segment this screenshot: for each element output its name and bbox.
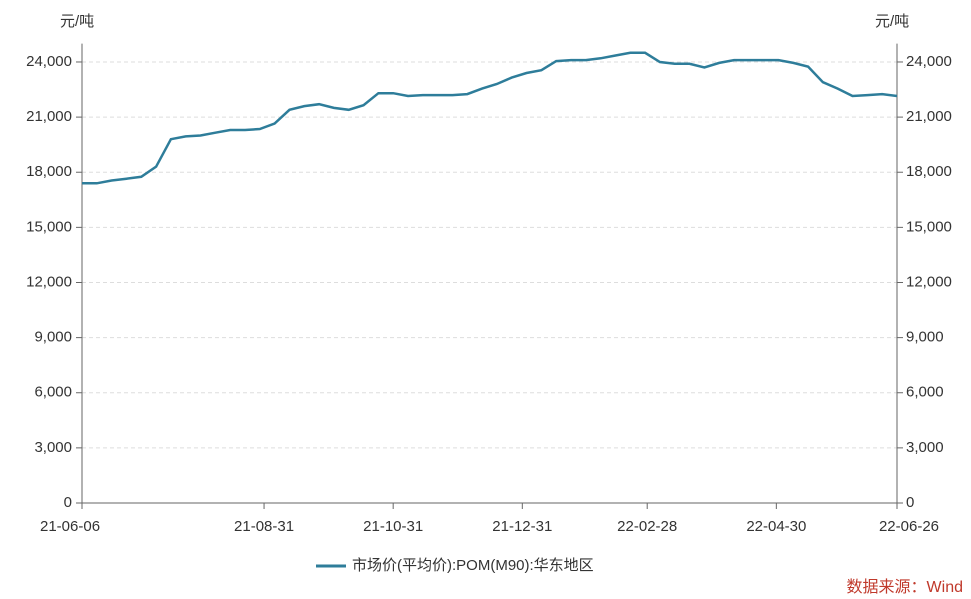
y-tick-label: 6,000 (34, 384, 72, 401)
series-line (82, 51, 898, 185)
y-tick-label: 21,000 (26, 108, 72, 125)
y-tick-label: 15,000 (26, 218, 72, 235)
y2-tick-label: 24,000 (906, 53, 952, 70)
source: 数据来源：Wind (847, 578, 963, 596)
x-tick-label: 22-06-26 (879, 518, 939, 535)
y-tick-label: 24,000 (26, 53, 72, 70)
y-tick-label: 18,000 (26, 163, 72, 180)
y2-tick-label: 12,000 (906, 273, 952, 290)
x-tick-label: 21-08-31 (234, 518, 294, 535)
y-tick-label: 9,000 (34, 329, 72, 346)
x-tick-label: 22-02-28 (617, 518, 677, 535)
y-unit: 元/吨 (60, 13, 94, 30)
x-tick-label: 21-10-31 (363, 518, 423, 535)
y2-tick-label: 0 (906, 494, 914, 511)
x-tick-label: 22-04-30 (746, 518, 806, 535)
y-tick-label: 3,000 (34, 439, 72, 456)
legend-label: 市场价(平均价):POM(M90):华东地区 (352, 557, 594, 574)
y2-unit: 元/吨 (875, 13, 909, 30)
y2-tick-label: 3,000 (906, 439, 944, 456)
y2-tick-label: 9,000 (906, 329, 944, 346)
x-tick-label: 21-12-31 (492, 518, 552, 535)
y-tick-label: 12,000 (26, 273, 72, 290)
y2-tick-label: 18,000 (906, 163, 952, 180)
x-tick-label: 21-06-06 (40, 518, 100, 535)
y-tick-label: 0 (64, 494, 72, 511)
y2-tick-label: 15,000 (906, 218, 952, 235)
y2-tick-label: 6,000 (906, 384, 944, 401)
y2-tick-label: 21,000 (906, 108, 952, 125)
